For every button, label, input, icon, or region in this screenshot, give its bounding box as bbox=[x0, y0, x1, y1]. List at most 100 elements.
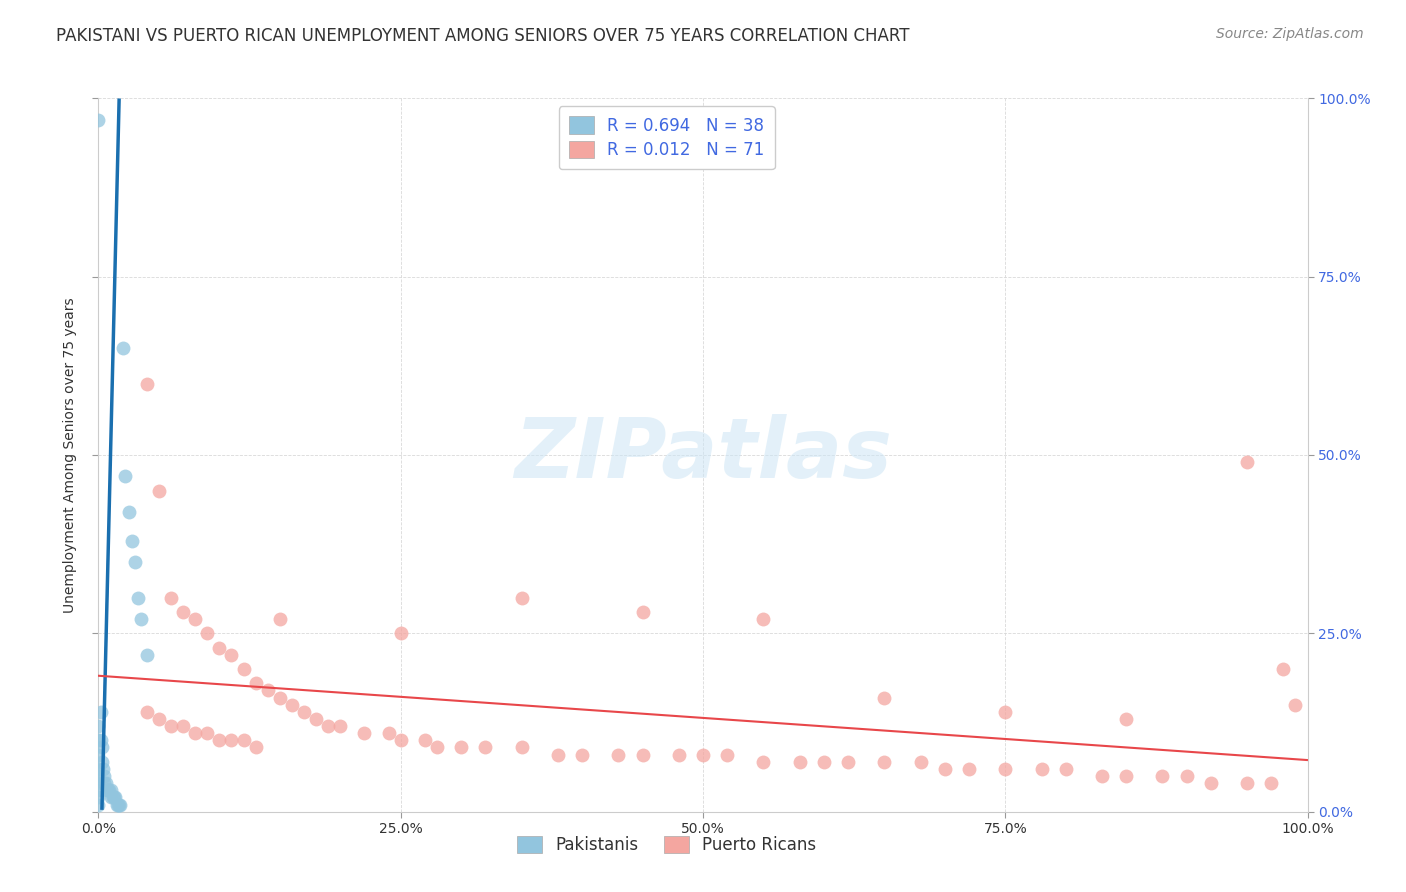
Point bbox=[934, 762, 956, 776]
Point bbox=[135, 648, 157, 662]
Point bbox=[90, 705, 112, 719]
Point bbox=[389, 626, 412, 640]
Point bbox=[668, 747, 690, 762]
Point bbox=[118, 505, 141, 519]
Point bbox=[184, 726, 207, 740]
Point bbox=[87, 719, 110, 733]
Point bbox=[692, 747, 714, 762]
Text: Source: ZipAtlas.com: Source: ZipAtlas.com bbox=[1216, 27, 1364, 41]
Point bbox=[377, 726, 399, 740]
Point bbox=[474, 740, 496, 755]
Point bbox=[101, 790, 124, 805]
Point bbox=[221, 733, 243, 747]
Point bbox=[100, 783, 122, 797]
Point bbox=[1115, 769, 1137, 783]
Point bbox=[91, 762, 114, 776]
Point bbox=[752, 612, 775, 626]
Point bbox=[873, 755, 896, 769]
Point bbox=[107, 797, 129, 812]
Legend: Pakistanis, Puerto Ricans: Pakistanis, Puerto Ricans bbox=[510, 829, 823, 861]
Point bbox=[87, 747, 110, 762]
Point bbox=[87, 783, 110, 797]
Point bbox=[91, 740, 114, 755]
Point bbox=[571, 747, 593, 762]
Point bbox=[1152, 769, 1174, 783]
Point bbox=[195, 726, 218, 740]
Point bbox=[93, 769, 115, 783]
Point bbox=[1236, 455, 1258, 469]
Point bbox=[510, 591, 533, 605]
Point bbox=[1091, 769, 1114, 783]
Point bbox=[245, 676, 267, 690]
Point bbox=[957, 762, 980, 776]
Point bbox=[221, 648, 243, 662]
Point bbox=[269, 612, 291, 626]
Point bbox=[450, 740, 472, 755]
Text: PAKISTANI VS PUERTO RICAN UNEMPLOYMENT AMONG SENIORS OVER 75 YEARS CORRELATION C: PAKISTANI VS PUERTO RICAN UNEMPLOYMENT A… bbox=[56, 27, 910, 45]
Point bbox=[87, 733, 110, 747]
Point bbox=[292, 705, 315, 719]
Point bbox=[631, 605, 654, 619]
Point bbox=[1272, 662, 1295, 676]
Point bbox=[90, 733, 112, 747]
Point bbox=[1031, 762, 1053, 776]
Point bbox=[413, 733, 436, 747]
Point bbox=[208, 733, 231, 747]
Point bbox=[96, 783, 118, 797]
Point bbox=[547, 747, 569, 762]
Point bbox=[426, 740, 449, 755]
Point bbox=[135, 376, 157, 391]
Point bbox=[1284, 698, 1306, 712]
Point bbox=[104, 790, 127, 805]
Point bbox=[100, 790, 122, 805]
Point bbox=[256, 683, 278, 698]
Point bbox=[607, 747, 630, 762]
Point bbox=[87, 112, 110, 127]
Point bbox=[910, 755, 932, 769]
Point bbox=[510, 740, 533, 755]
Point bbox=[716, 747, 738, 762]
Point bbox=[195, 626, 218, 640]
Point bbox=[160, 719, 183, 733]
Point bbox=[316, 719, 339, 733]
Point bbox=[87, 769, 110, 783]
Point bbox=[121, 533, 143, 548]
Point bbox=[160, 591, 183, 605]
Point bbox=[1175, 769, 1198, 783]
Point bbox=[353, 726, 375, 740]
Point bbox=[97, 783, 120, 797]
Point bbox=[837, 755, 859, 769]
Point bbox=[172, 719, 194, 733]
Point bbox=[94, 776, 117, 790]
Point bbox=[124, 555, 146, 569]
Point bbox=[269, 690, 291, 705]
Text: ZIPatlas: ZIPatlas bbox=[515, 415, 891, 495]
Point bbox=[1115, 712, 1137, 726]
Y-axis label: Unemployment Among Seniors over 75 years: Unemployment Among Seniors over 75 years bbox=[63, 297, 77, 613]
Point bbox=[148, 712, 170, 726]
Point bbox=[87, 776, 110, 790]
Point bbox=[93, 776, 115, 790]
Point bbox=[172, 605, 194, 619]
Point bbox=[98, 783, 121, 797]
Point bbox=[103, 790, 125, 805]
Point bbox=[329, 719, 352, 733]
Point bbox=[281, 698, 304, 712]
Point bbox=[87, 797, 110, 812]
Point bbox=[305, 712, 328, 726]
Point bbox=[148, 483, 170, 498]
Point bbox=[232, 662, 254, 676]
Point bbox=[1054, 762, 1077, 776]
Point bbox=[127, 591, 149, 605]
Point bbox=[232, 733, 254, 747]
Point bbox=[108, 797, 131, 812]
Point bbox=[631, 747, 654, 762]
Point bbox=[994, 762, 1017, 776]
Point bbox=[245, 740, 267, 755]
Point bbox=[208, 640, 231, 655]
Point bbox=[87, 790, 110, 805]
Point bbox=[1236, 776, 1258, 790]
Point bbox=[108, 797, 131, 812]
Point bbox=[752, 755, 775, 769]
Point bbox=[91, 755, 114, 769]
